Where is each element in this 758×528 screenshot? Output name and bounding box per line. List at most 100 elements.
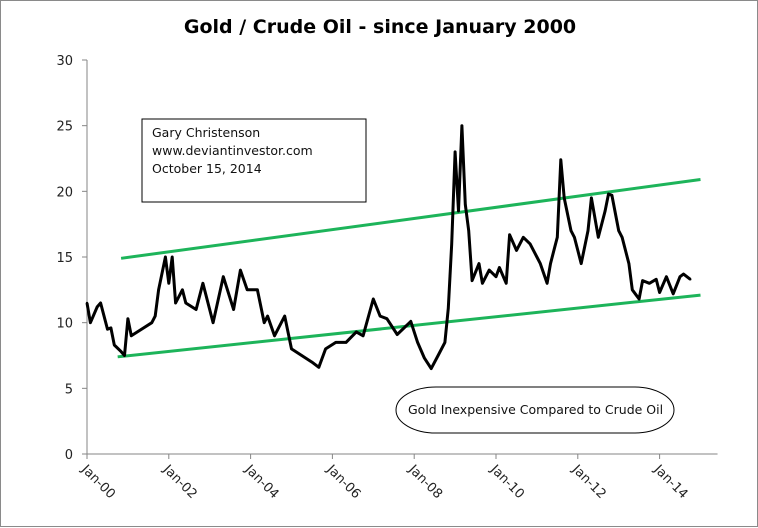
data-point: [266, 314, 269, 318]
data-point: [194, 308, 198, 311]
data-point: [436, 354, 440, 357]
data-point: [99, 301, 102, 305]
y-tick-label: 30: [56, 54, 73, 69]
author-date: October 15, 2014: [152, 161, 262, 176]
data-point: [610, 194, 614, 197]
data-point: [617, 229, 620, 232]
data-point: [290, 347, 293, 351]
author-name: Gary Christenson: [152, 125, 260, 140]
data-point: [607, 192, 610, 196]
data-point: [552, 249, 556, 252]
y-tick-label: 20: [56, 185, 73, 200]
data-point: [528, 242, 532, 246]
data-point: [586, 229, 590, 232]
trend-lines: [117, 178, 701, 359]
callout-box: Gold Inexpensive Compared to Crude Oil: [395, 386, 675, 434]
data-point: [334, 341, 338, 344]
data-point: [395, 333, 399, 336]
data-point: [106, 328, 109, 331]
data-point: [665, 275, 668, 278]
data-point: [457, 209, 460, 213]
data-point: [460, 124, 464, 127]
data-point: [672, 292, 675, 295]
data-point: [464, 203, 467, 206]
data-point: [245, 288, 249, 292]
data-point: [385, 317, 389, 320]
data-point: [164, 255, 167, 259]
data-point: [232, 308, 235, 311]
data-point: [580, 262, 583, 265]
data-point: [597, 236, 600, 239]
y-tick-label: 15: [56, 251, 73, 266]
data-point: [310, 360, 314, 364]
data-point: [689, 278, 692, 281]
data-point: [130, 334, 133, 337]
data-point: [654, 278, 658, 281]
data-point: [430, 367, 433, 370]
data-point: [620, 236, 624, 239]
data-point: [477, 262, 481, 265]
data-point: [641, 279, 644, 282]
data-point: [113, 343, 116, 347]
data-point: [89, 321, 92, 324]
y-tick-label: 25: [56, 120, 73, 135]
data-point: [201, 282, 205, 285]
data-point: [378, 314, 382, 318]
data-point: [505, 282, 508, 285]
x-tick-label: Jan-12: [568, 462, 609, 503]
data-point: [153, 314, 157, 318]
data-point: [494, 275, 498, 278]
author-box-border: [141, 118, 367, 203]
data-point: [576, 249, 579, 252]
data-point: [487, 268, 491, 272]
x-tick-label: Jan-14: [650, 462, 691, 503]
data-point: [467, 229, 470, 232]
data-point: [637, 297, 641, 301]
data-point: [535, 255, 539, 259]
data-point: [300, 354, 303, 357]
data-point: [239, 268, 242, 272]
data-point: [627, 262, 631, 265]
callout-border: [395, 386, 675, 434]
data-point: [453, 150, 457, 154]
data-point: [157, 288, 160, 292]
data-point: [508, 233, 511, 236]
data-point: [423, 356, 426, 360]
data-point: [140, 328, 143, 331]
data-point: [539, 262, 542, 265]
data-point: [109, 326, 113, 330]
data-point: [481, 282, 484, 285]
series-layer: [85, 124, 692, 371]
data-point: [361, 334, 365, 337]
data-point: [372, 297, 375, 301]
x-tick-label: Jan-04: [241, 462, 282, 503]
data-point: [167, 282, 170, 285]
data-point: [256, 288, 259, 292]
data-point: [498, 266, 501, 269]
data-point: [119, 350, 123, 353]
data-point: [556, 236, 559, 239]
data-point: [96, 305, 99, 309]
data-point: [171, 255, 174, 259]
data-point: [355, 330, 358, 334]
data-point: [562, 196, 566, 200]
data-point: [682, 272, 685, 276]
author-website: www.deviantinvestor.com: [152, 143, 313, 158]
data-point: [409, 320, 412, 323]
data-point: [174, 301, 177, 305]
data-point: [184, 301, 188, 305]
x-tick-label: Jan-00: [77, 462, 118, 503]
data-point: [545, 282, 549, 285]
x-tick-label: Jan-02: [159, 462, 200, 503]
data-point: [590, 196, 593, 200]
data-point: [126, 317, 130, 320]
callout-text: Gold Inexpensive Compared to Crude Oil: [408, 402, 663, 417]
data-point: [515, 249, 518, 252]
trend-line: [117, 293, 701, 359]
data-point: [559, 158, 562, 162]
data-point: [569, 229, 573, 232]
data-point: [658, 291, 661, 294]
data-point: [470, 279, 474, 282]
